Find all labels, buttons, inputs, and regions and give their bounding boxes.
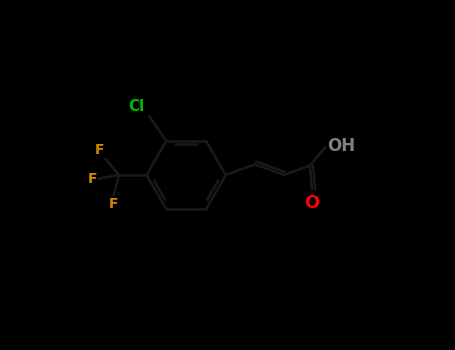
Text: OH: OH — [328, 137, 356, 155]
Text: F: F — [95, 144, 104, 158]
Text: F: F — [109, 197, 118, 211]
Text: Cl: Cl — [128, 99, 144, 114]
Text: O: O — [304, 194, 320, 212]
Text: F: F — [87, 172, 97, 186]
